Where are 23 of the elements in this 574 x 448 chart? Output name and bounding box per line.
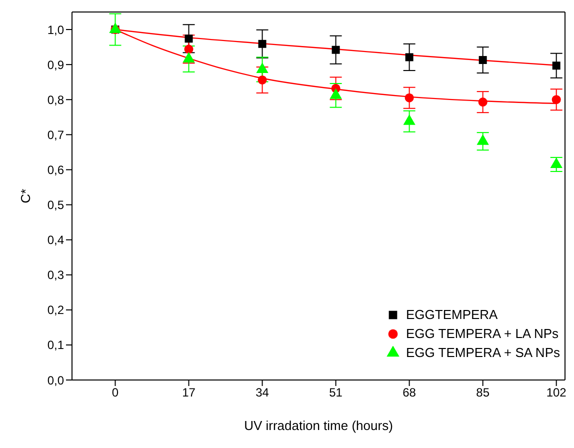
x-tick-label: 68 <box>402 386 416 400</box>
x-tick-label: 0 <box>112 386 119 400</box>
x-tick-label: 85 <box>476 386 490 400</box>
x-tick-label: 51 <box>329 386 343 400</box>
y-tick-label: 0,3 <box>47 268 64 282</box>
y-tick-label: 0,8 <box>47 92 64 107</box>
y-tick-label: 0,0 <box>47 373 64 388</box>
y-axis-title: C* <box>18 188 33 204</box>
legend-label: EGGTEMPERA <box>406 306 498 324</box>
y-tick-label: 0,6 <box>47 162 64 177</box>
y-tick-label: 0,5 <box>47 198 64 212</box>
x-tick-label: 17 <box>182 386 196 400</box>
y-tick-label: 0,2 <box>47 303 64 318</box>
y-tick-label: 0,9 <box>47 58 64 72</box>
legend-label: EGG TEMPERA + LA NPs <box>406 325 559 343</box>
y-tick-label: 0,4 <box>47 233 64 248</box>
x-axis-title: UV irradation time (hours) <box>244 418 393 433</box>
y-tick-label: 1,0 <box>47 22 64 37</box>
x-tick-label: 102 <box>546 386 567 400</box>
x-tick-label: 34 <box>256 386 270 400</box>
y-tick-label: 0,7 <box>47 128 64 142</box>
legend-label: EGG TEMPERA + SA NPs <box>406 344 560 362</box>
y-tick-label: 0,1 <box>47 338 64 352</box>
